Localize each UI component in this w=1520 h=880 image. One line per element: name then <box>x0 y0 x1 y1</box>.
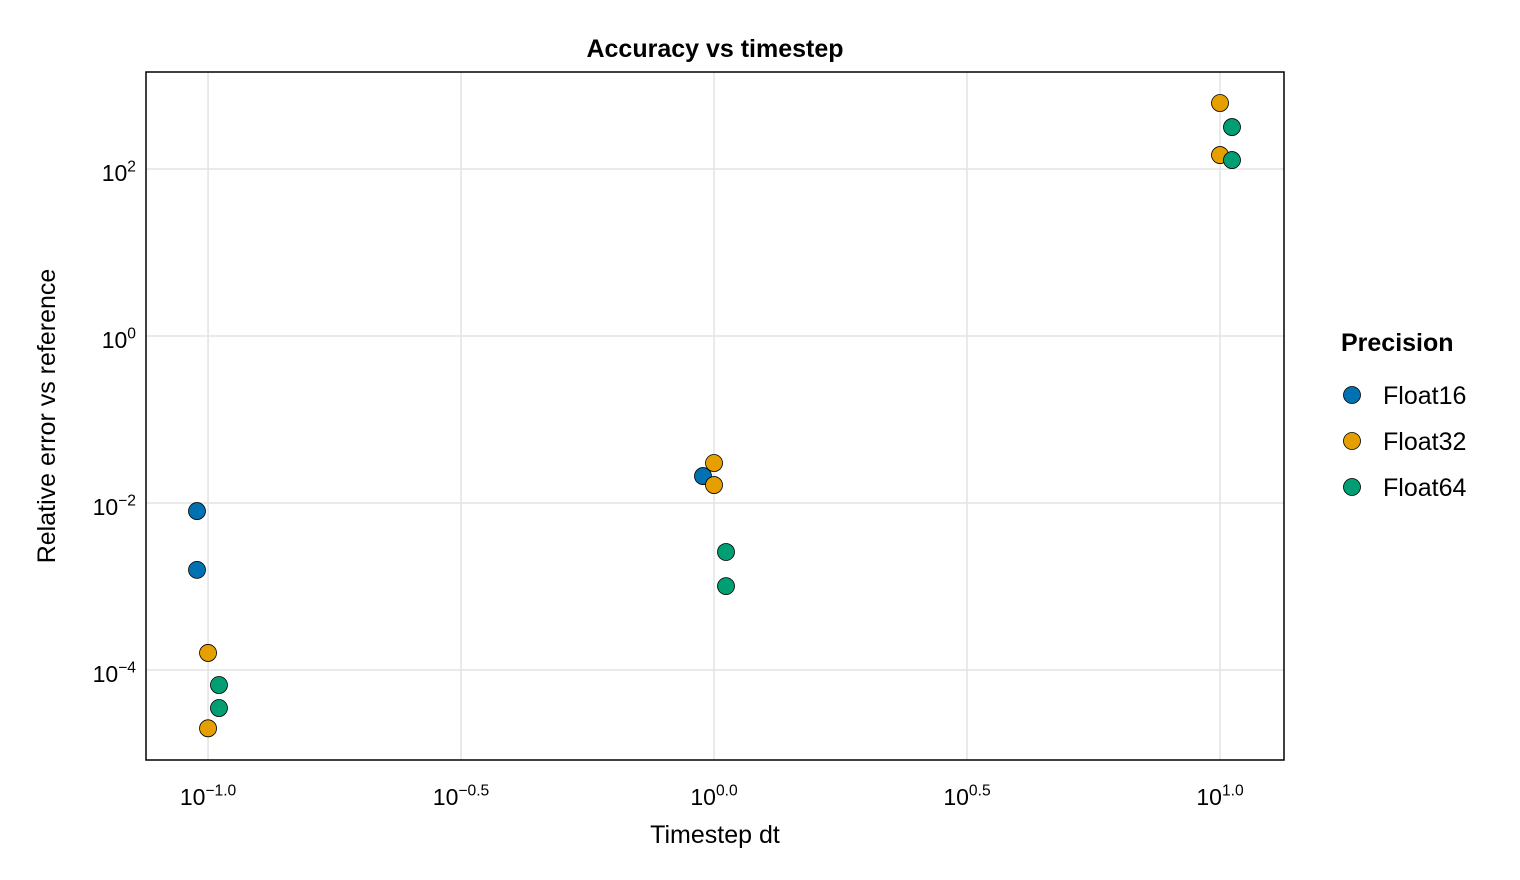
x-axis-label: Timestep dt <box>650 821 780 849</box>
legend-marker <box>1343 478 1361 496</box>
point <box>1223 151 1241 169</box>
point <box>1211 94 1229 112</box>
x-tick-label: 10−0.5 <box>433 782 490 810</box>
legend-title: Precision <box>1341 329 1454 357</box>
point <box>188 502 206 520</box>
point <box>1223 118 1241 136</box>
x-tick-label: 101.0 <box>1196 782 1244 810</box>
point <box>717 577 735 596</box>
grid <box>146 72 1284 760</box>
point <box>705 476 723 494</box>
legend-label: Float16 <box>1383 382 1466 410</box>
x-tick-label: 100.5 <box>943 782 991 810</box>
point <box>210 699 228 717</box>
legend-marker <box>1343 432 1361 450</box>
chart-title: Accuracy vs timestep <box>586 35 843 63</box>
y-tick-label: 102 <box>102 158 136 186</box>
marks <box>188 94 1241 738</box>
point <box>717 543 735 561</box>
legend-marker <box>1343 386 1361 404</box>
plot-area <box>146 72 1284 760</box>
point <box>199 644 217 662</box>
y-tick-label: 100 <box>102 325 137 353</box>
point <box>210 676 228 694</box>
point <box>199 719 217 738</box>
point <box>188 560 206 579</box>
x-tick-label: 100.0 <box>690 782 738 810</box>
legend-label: Float32 <box>1383 428 1466 456</box>
y-tick-label: 10−4 <box>93 659 137 687</box>
plot-frame <box>145 71 1285 761</box>
legend-label: Float64 <box>1383 474 1466 502</box>
y-axis-label: Relative error vs reference <box>33 269 61 564</box>
y-tick-label: 10−2 <box>93 492 136 520</box>
point <box>705 454 723 472</box>
x-tick-label: 10−1.0 <box>180 782 237 810</box>
